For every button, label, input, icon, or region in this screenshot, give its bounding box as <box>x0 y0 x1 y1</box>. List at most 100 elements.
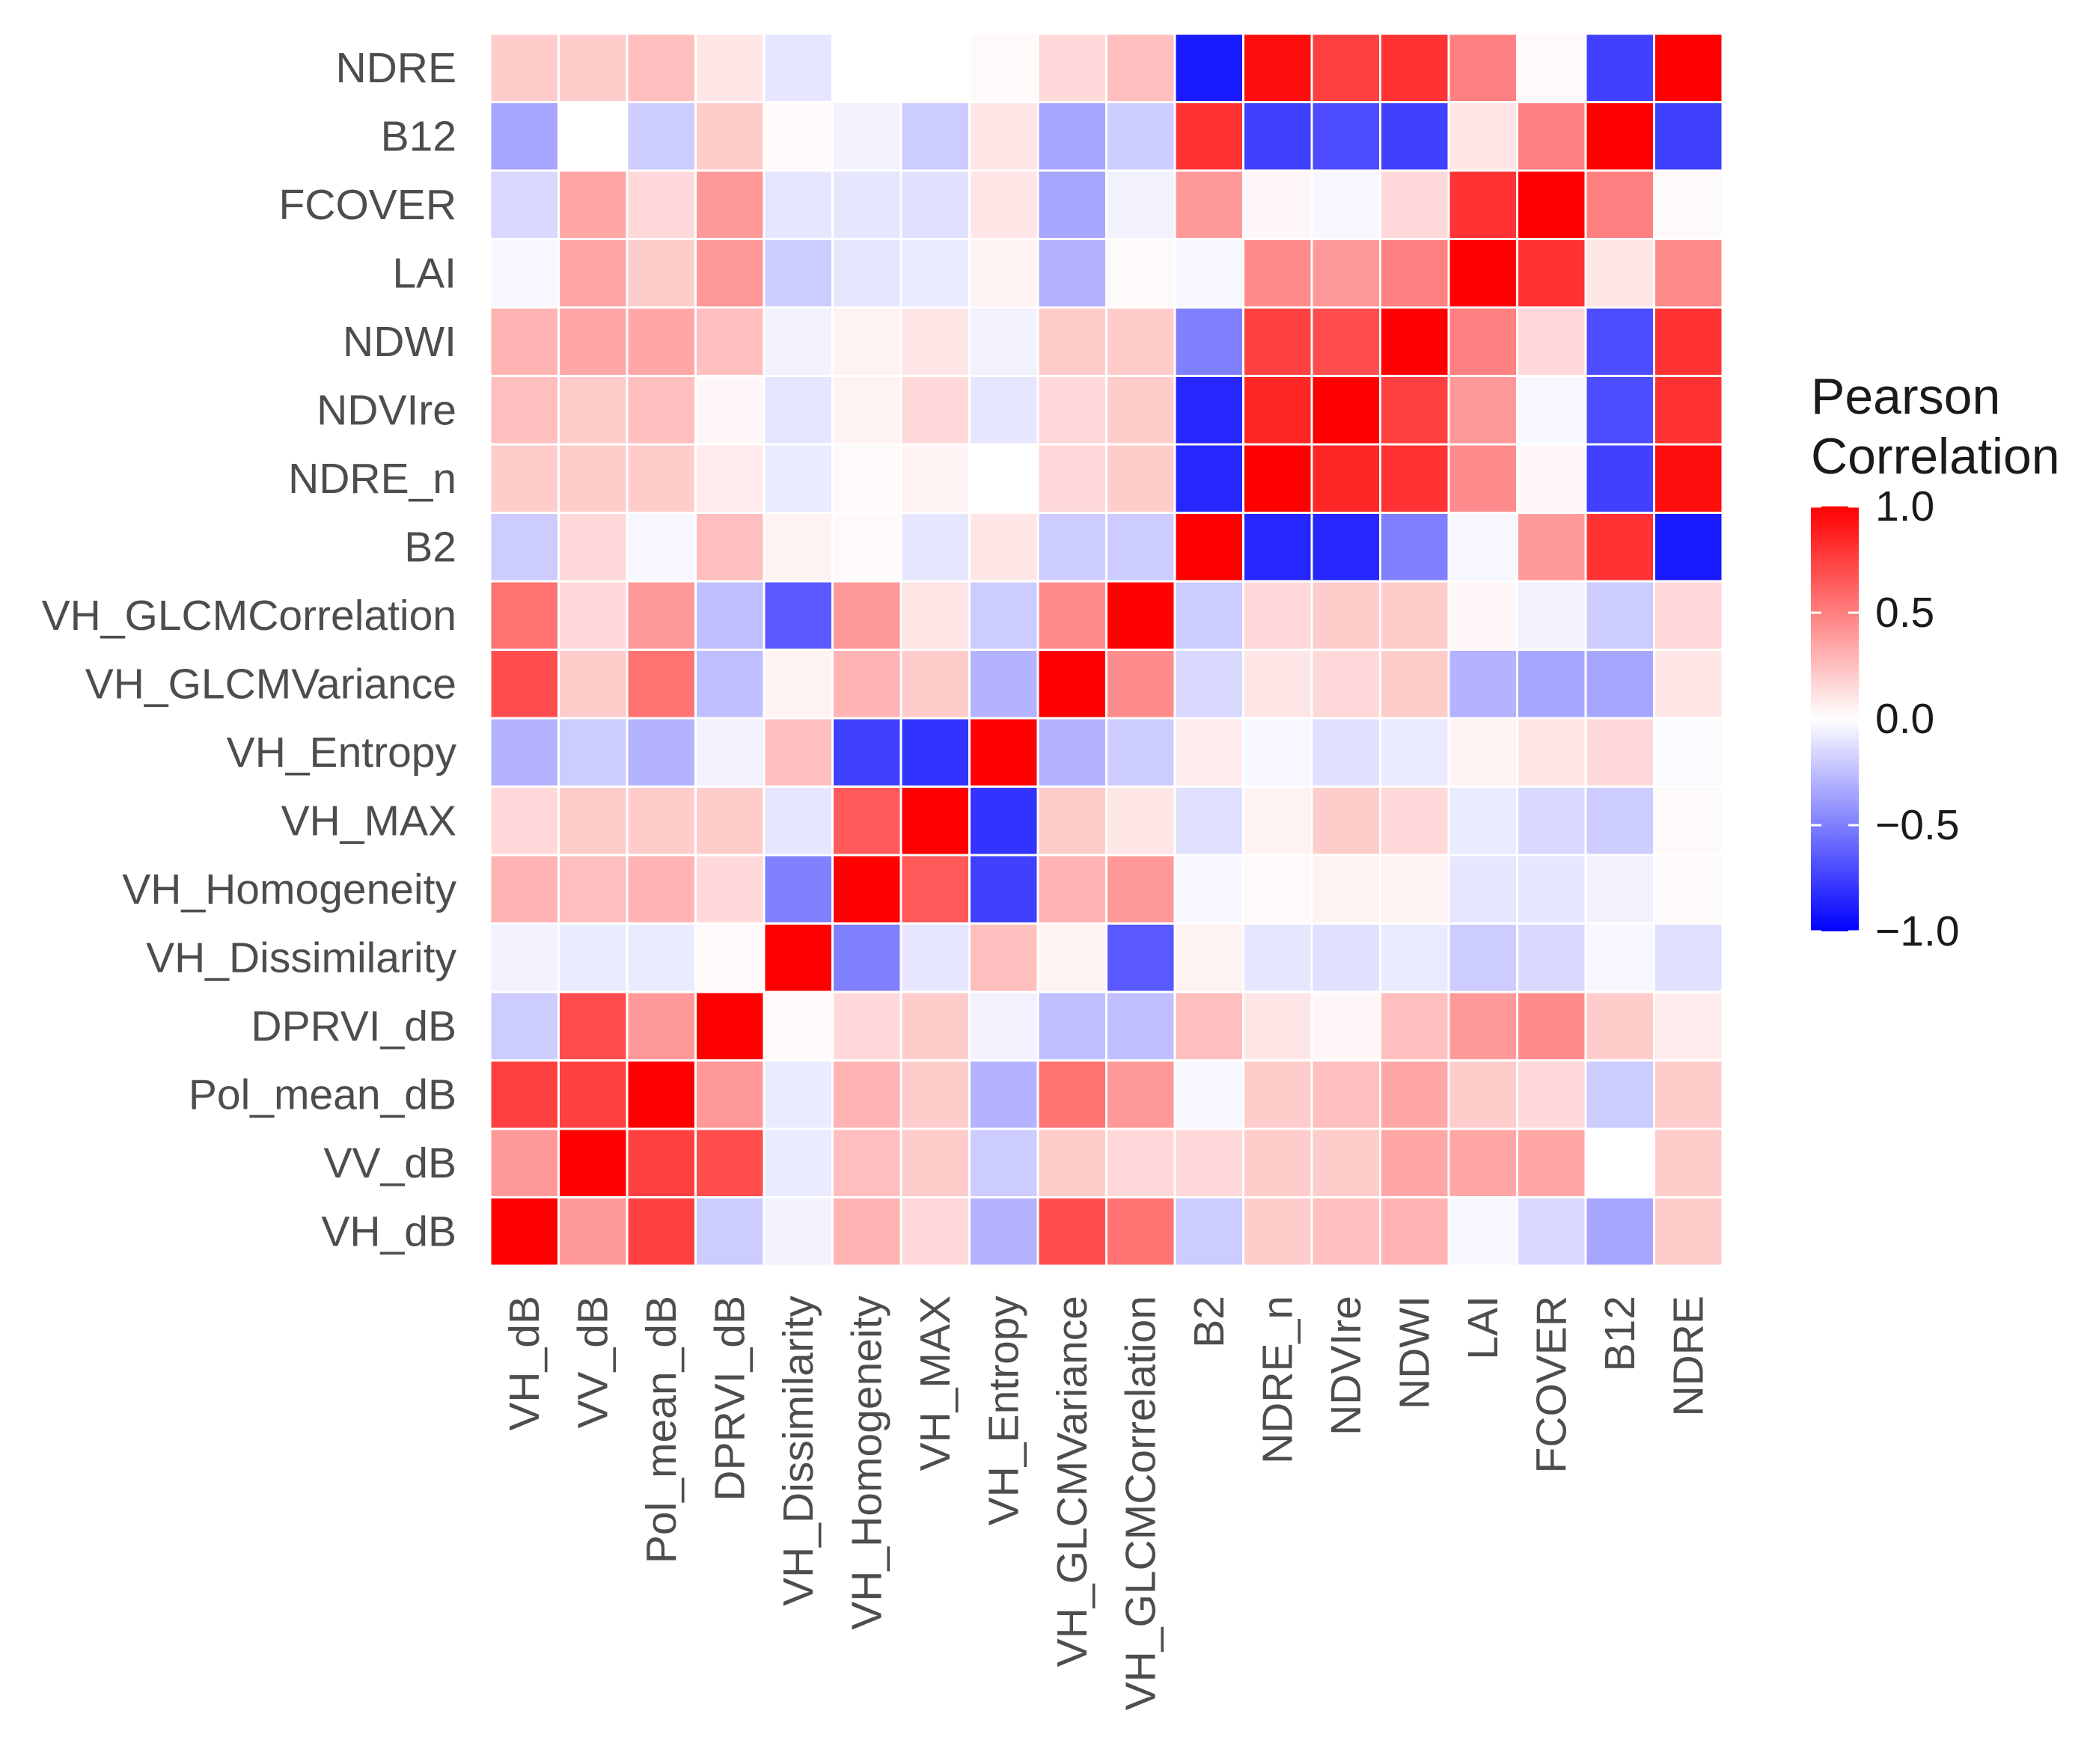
heatmap-cell-NDWI-VH_GLCMVariance <box>1036 306 1107 377</box>
heatmap-cell-VH_Dissimilarity-NDVIre <box>1310 922 1381 993</box>
y-axis-label: VH_GLCMVariance <box>85 660 456 708</box>
heatmap-cell-B2-Pol_mean_dB <box>626 512 697 583</box>
heatmap-cell-DPRVI_dB-B2 <box>1173 990 1244 1062</box>
heatmap-cell-DPRVI_dB-DPRVI_dB <box>694 990 766 1062</box>
heatmap-cell-DPRVI_dB-VH_Homogeneity <box>831 990 902 1062</box>
heatmap-cell-VH_Dissimilarity-Pol_mean_dB <box>626 922 697 993</box>
heatmap-cell-DPRVI_dB-NDVIre <box>1310 990 1381 1062</box>
heatmap-cell-NDRE-VH_MAX <box>899 32 971 103</box>
x-axis-label: Pol_mean_dB <box>638 1296 685 1564</box>
x-axis-label: VH_GLCMCorrelation <box>1116 1296 1164 1710</box>
heatmap-cell-VH_dB-NDWI <box>1379 1196 1450 1267</box>
heatmap-cell-NDRE-VH_Dissimilarity <box>763 32 834 103</box>
heatmap-cell-FCOVER-NDRE <box>1653 169 1724 240</box>
heatmap-cell-NDRE_n-VH_GLCMCorrelation <box>1105 443 1176 514</box>
heatmap-cell-B2-DPRVI_dB <box>694 512 766 583</box>
x-axis-label: VH_MAX <box>911 1296 959 1471</box>
heatmap-cell-B2-NDRE_n <box>1242 512 1313 583</box>
heatmap-cell-VH_GLCMCorrelation-VH_Homogeneity <box>831 580 902 651</box>
heatmap-cell-DPRVI_dB-VV_dB <box>557 990 629 1062</box>
heatmap-cell-VH_dB-VH_MAX <box>899 1196 971 1267</box>
heatmap-cell-VH_GLCMVariance-B2 <box>1173 649 1244 720</box>
heatmap-cell-NDRE_n-Pol_mean_dB <box>626 443 697 514</box>
heatmap-cells <box>489 32 1724 1267</box>
heatmap-cell-LAI-VH_Dissimilarity <box>763 238 834 309</box>
heatmap-cell-VH_GLCMCorrelation-VH_Dissimilarity <box>763 580 834 651</box>
heatmap-cell-NDRE-B2 <box>1173 32 1244 103</box>
y-axis-label: NDRE <box>335 44 456 92</box>
heatmap-cell-B2-VH_GLCMCorrelation <box>1105 512 1176 583</box>
heatmap-cell-NDVIre-Pol_mean_dB <box>626 375 697 446</box>
heatmap-cell-VH_GLCMVariance-VH_Dissimilarity <box>763 649 834 720</box>
heatmap-cell-LAI-NDRE_n <box>1242 238 1313 309</box>
y-axis-label: VH_GLCMCorrelation <box>42 592 456 640</box>
heatmap-cell-Pol_mean_dB-NDVIre <box>1310 1059 1381 1130</box>
heatmap-cell-NDWI-VH_Entropy <box>968 306 1039 377</box>
heatmap-cell-VH_GLCMVariance-VH_MAX <box>899 649 971 720</box>
heatmap-cell-FCOVER-NDWI <box>1379 169 1450 240</box>
heatmap-cell-VH_GLCMVariance-B12 <box>1584 649 1655 720</box>
heatmap-cell-VH_GLCMCorrelation-B12 <box>1584 580 1655 651</box>
heatmap-cell-Pol_mean_dB-VH_Homogeneity <box>831 1059 902 1130</box>
heatmap-cell-VH_Dissimilarity-NDRE_n <box>1242 922 1313 993</box>
heatmap-cell-NDRE_n-VH_MAX <box>899 443 971 514</box>
heatmap-cell-LAI-VH_GLCMVariance <box>1036 238 1107 309</box>
heatmap-cell-VV_dB-Pol_mean_dB <box>626 1127 697 1198</box>
heatmap-cell-Pol_mean_dB-B2 <box>1173 1059 1244 1130</box>
heatmap-cell-Pol_mean_dB-VH_Dissimilarity <box>763 1059 834 1130</box>
heatmap-cell-FCOVER-B2 <box>1173 169 1244 240</box>
heatmap-cell-VH_MAX-NDRE_n <box>1242 785 1313 857</box>
heatmap-cell-Pol_mean_dB-DPRVI_dB <box>694 1059 766 1130</box>
heatmap-cell-VH_GLCMVariance-DPRVI_dB <box>694 649 766 720</box>
heatmap-cell-VH_Dissimilarity-VH_dB <box>489 922 560 993</box>
heatmap-cell-NDRE-VH_GLCMCorrelation <box>1105 32 1176 103</box>
heatmap-cell-NDRE-VH_Entropy <box>968 32 1039 103</box>
heatmap-cell-NDRE-VH_GLCMVariance <box>1036 32 1107 103</box>
heatmap-cell-B2-VH_Entropy <box>968 512 1039 583</box>
x-axis-label: NDWI <box>1390 1296 1438 1409</box>
heatmap-cell-VH_Entropy-FCOVER <box>1516 717 1587 788</box>
heatmap-cell-Pol_mean_dB-Pol_mean_dB <box>626 1059 697 1130</box>
heatmap-cell-NDVIre-VH_GLCMVariance <box>1036 375 1107 446</box>
y-axis-label: NDRE_n <box>288 455 456 503</box>
heatmap-cell-NDRE-DPRVI_dB <box>694 32 766 103</box>
heatmap-cell-Pol_mean_dB-B12 <box>1584 1059 1655 1130</box>
heatmap-cell-FCOVER-Pol_mean_dB <box>626 169 697 240</box>
x-axis-label: VH_Dissimilarity <box>774 1296 822 1606</box>
heatmap-cell-VH_dB-VH_Entropy <box>968 1196 1039 1267</box>
heatmap-cell-VH_GLCMCorrelation-DPRVI_dB <box>694 580 766 651</box>
heatmap-cell-VH_Entropy-B2 <box>1173 717 1244 788</box>
heatmap-cell-VH_GLCMCorrelation-NDRE <box>1653 580 1724 651</box>
heatmap-cell-LAI-B12 <box>1584 238 1655 309</box>
heatmap-cell-VH_Dissimilarity-VV_dB <box>557 922 629 993</box>
heatmap-cell-NDRE-NDVIre <box>1310 32 1381 103</box>
heatmap-cell-Pol_mean_dB-LAI <box>1447 1059 1518 1130</box>
heatmap-cell-VH_GLCMCorrelation-VV_dB <box>557 580 629 651</box>
x-axis-label: NDVIre <box>1322 1296 1370 1436</box>
heatmap-cell-B2-VV_dB <box>557 512 629 583</box>
y-axis-label: NDWI <box>343 318 456 366</box>
heatmap-cell-NDRE_n-NDRE <box>1653 443 1724 514</box>
heatmap-cell-VH_MAX-NDRE <box>1653 785 1724 857</box>
heatmap-cell-B12-VH_MAX <box>899 101 971 172</box>
heatmap-cell-NDWI-Pol_mean_dB <box>626 306 697 377</box>
heatmap-cell-FCOVER-VH_GLCMCorrelation <box>1105 169 1176 240</box>
heatmap-cell-VH_GLCMVariance-VH_dB <box>489 649 560 720</box>
heatmap-cell-VH_dB-NDRE <box>1653 1196 1724 1267</box>
heatmap-cell-VV_dB-NDRE <box>1653 1127 1724 1198</box>
heatmap-cell-NDRE-VV_dB <box>557 32 629 103</box>
heatmap-cell-NDRE_n-LAI <box>1447 443 1518 514</box>
heatmap-cell-NDRE_n-NDWI <box>1379 443 1450 514</box>
heatmap-cell-Pol_mean_dB-FCOVER <box>1516 1059 1587 1130</box>
heatmap-cell-NDWI-VH_Homogeneity <box>831 306 902 377</box>
heatmap-cell-VH_MAX-VH_GLCMVariance <box>1036 785 1107 857</box>
heatmap-cell-Pol_mean_dB-VH_GLCMVariance <box>1036 1059 1107 1130</box>
heatmap-cell-B12-Pol_mean_dB <box>626 101 697 172</box>
heatmap-cell-VH_Entropy-VV_dB <box>557 717 629 788</box>
heatmap-cell-B2-B12 <box>1584 512 1655 583</box>
x-axis-label: VV_dB <box>569 1296 617 1428</box>
y-axis-label: VH_dB <box>321 1207 456 1255</box>
heatmap-cell-VH_GLCMVariance-NDVIre <box>1310 649 1381 720</box>
heatmap-cell-VH_dB-LAI <box>1447 1196 1518 1267</box>
heatmap-cell-VH_Entropy-Pol_mean_dB <box>626 717 697 788</box>
